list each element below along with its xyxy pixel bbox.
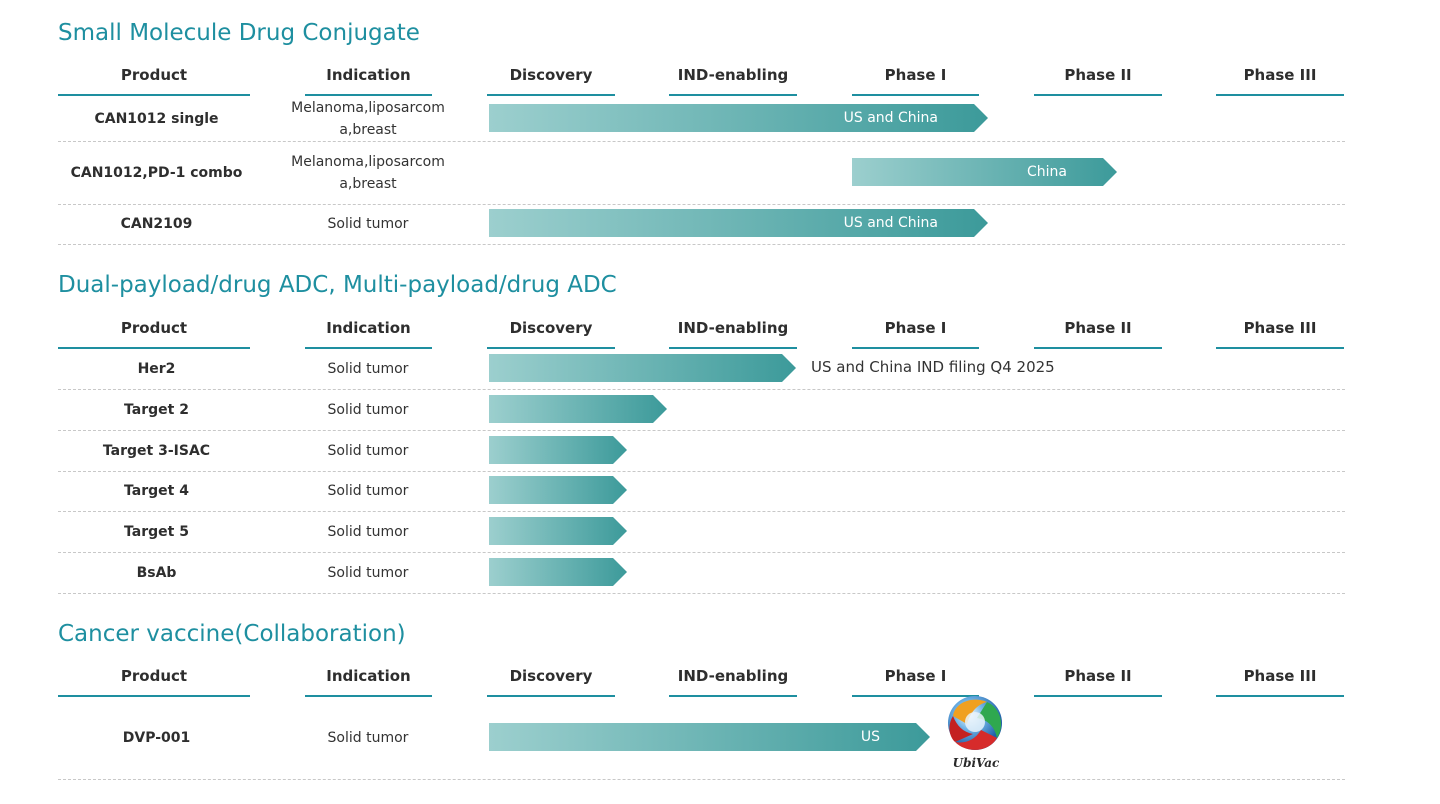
column-header-phase-ii: Phase II — [1034, 667, 1162, 697]
product-name: Target 2 — [124, 401, 189, 418]
indication: Solid tumor — [327, 564, 409, 581]
progress-bar: US and China — [489, 209, 988, 237]
column-header-ind-enabling: IND-enabling — [669, 667, 797, 697]
indication: Solid tumor — [327, 483, 409, 499]
product-name: Target 5 — [124, 523, 189, 540]
indication: Solid tumor — [327, 729, 409, 746]
table-row: CAN1012,PD-1 combo Melanoma,liposarcoma,b… — [58, 141, 1345, 205]
progress-bar: US — [489, 723, 930, 751]
product-name: CAN1012,PD-1 combo — [70, 164, 243, 181]
progress-bar-label: US and China — [843, 110, 938, 126]
column-header-phase-ii: Phase II — [1034, 66, 1162, 96]
table-row: Target 5 Solid tumor — [58, 511, 1345, 553]
product-name: Target 3-ISAC — [102, 442, 211, 459]
progress-bar — [489, 476, 627, 504]
column-header-phase-ii: Phase II — [1034, 319, 1162, 349]
table-row: CAN2109 Solid tumor — [58, 204, 1345, 245]
indication: Solid tumor — [327, 523, 409, 540]
product-name: BsAb — [136, 564, 177, 581]
ubivac-logo-text: UbiVac — [953, 756, 1000, 770]
product-name: Her2 — [137, 360, 176, 377]
column-header-phase-iii: Phase III — [1216, 667, 1344, 697]
column-header-product: Product — [58, 319, 250, 349]
product-name: CAN1012 single — [94, 110, 219, 127]
progress-bar: China — [852, 158, 1117, 186]
indication: Solid tumor — [327, 442, 409, 459]
table-row: Her2 Solid tumor — [58, 348, 1345, 390]
section-title: Dual-payload/drug ADC, Multi-payload/dru… — [58, 272, 617, 298]
progress-bar — [489, 395, 667, 423]
section-title: Cancer vaccine(Collaboration) — [58, 621, 406, 647]
table-row: DVP-001 Solid tumor — [58, 696, 1345, 780]
indication: Melanoma,liposarcoma,breast — [291, 99, 445, 138]
progress-bar: US and China — [489, 104, 988, 132]
column-header-phase-i: Phase I — [852, 319, 979, 349]
table-row: Target 2 Solid tumor — [58, 389, 1345, 431]
table-row: CAN1012 single Melanoma,liposarcoma,breas… — [58, 96, 1345, 142]
column-header-phase-i: Phase I — [852, 66, 979, 96]
progress-bar-label: US and China — [843, 215, 938, 231]
progress-note: US and China IND filing Q4 2025 — [811, 358, 1055, 376]
column-header-discovery: Discovery — [487, 667, 615, 697]
progress-bar — [489, 436, 627, 464]
column-header-phase-i: Phase I — [852, 667, 979, 697]
column-header-phase-iii: Phase III — [1216, 319, 1344, 349]
column-header-indication: Indication — [305, 319, 432, 349]
column-header-indication: Indication — [305, 66, 432, 96]
table-row: Target 3-ISAC Solid tumor — [58, 430, 1345, 472]
progress-bar-label: US — [860, 729, 880, 745]
section-title: Small Molecule Drug Conjugate — [58, 20, 420, 46]
product-name: CAN2109 — [120, 216, 193, 232]
table-row: Target 4 Solid tumor — [58, 471, 1345, 512]
column-header-product: Product — [58, 667, 250, 697]
column-header-discovery: Discovery — [487, 66, 615, 96]
progress-bar — [489, 354, 796, 382]
column-header-ind-enabling: IND-enabling — [669, 66, 797, 96]
progress-bar — [489, 558, 627, 586]
indication: Melanoma,liposarcoma,breast — [291, 153, 445, 192]
column-header-phase-iii: Phase III — [1216, 66, 1344, 96]
table-row: BsAb Solid tumor — [58, 552, 1345, 594]
product-name: Target 4 — [124, 483, 189, 499]
indication: Solid tumor — [327, 401, 409, 418]
progress-bar — [489, 517, 627, 545]
column-header-indication: Indication — [305, 667, 432, 697]
column-header-ind-enabling: IND-enabling — [669, 319, 797, 349]
column-header-product: Product — [58, 66, 250, 96]
ubivac-logo-icon: UbiVac — [948, 696, 1002, 770]
indication: Solid tumor — [327, 360, 409, 377]
progress-bar-label: China — [1027, 164, 1067, 180]
column-header-discovery: Discovery — [487, 319, 615, 349]
indication: Solid tumor — [327, 216, 409, 232]
product-name: DVP-001 — [122, 729, 191, 746]
